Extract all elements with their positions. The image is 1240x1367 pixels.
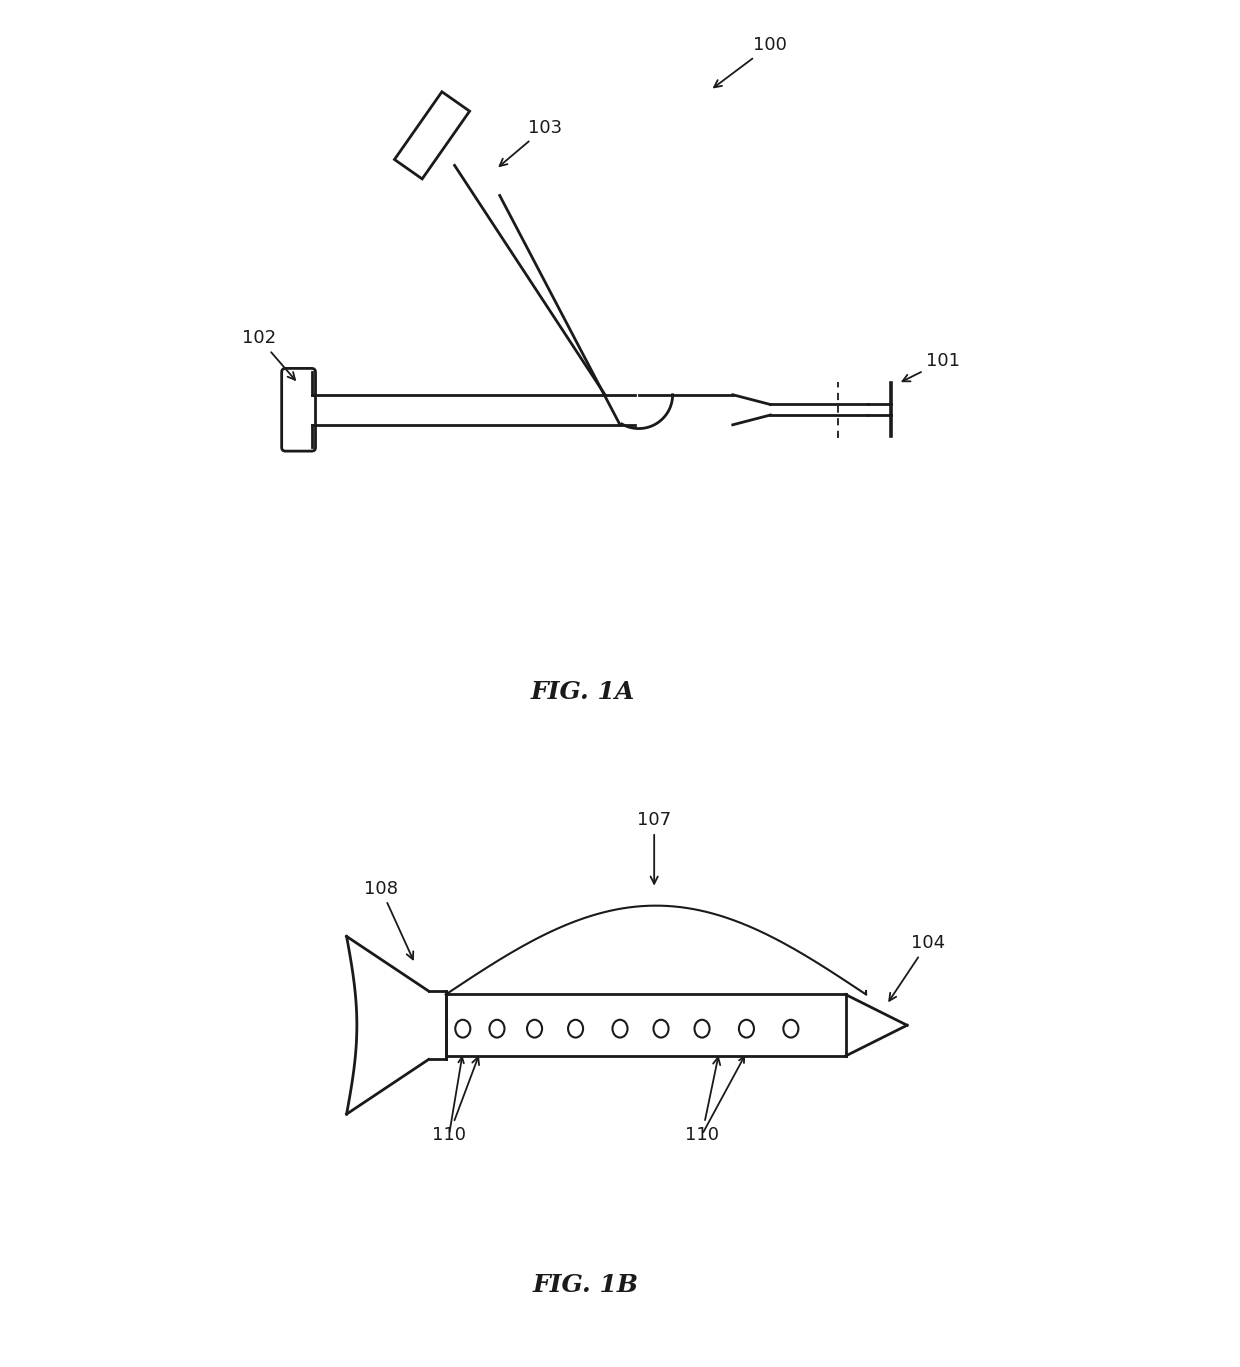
- Text: 110: 110: [432, 1057, 479, 1144]
- Text: 110: 110: [684, 1057, 720, 1144]
- Text: 102: 102: [242, 329, 295, 380]
- Text: 103: 103: [500, 119, 562, 165]
- Ellipse shape: [694, 1020, 709, 1038]
- Ellipse shape: [568, 1020, 583, 1038]
- Text: FIG. 1B: FIG. 1B: [533, 1273, 639, 1297]
- Text: FIG. 1A: FIG. 1A: [531, 679, 635, 704]
- Ellipse shape: [490, 1020, 505, 1038]
- Ellipse shape: [739, 1020, 754, 1038]
- Text: 101: 101: [903, 351, 960, 381]
- FancyBboxPatch shape: [281, 368, 315, 451]
- Text: 108: 108: [363, 879, 413, 960]
- Polygon shape: [394, 92, 470, 179]
- Text: 104: 104: [889, 934, 945, 1001]
- Text: 100: 100: [714, 36, 787, 87]
- Ellipse shape: [527, 1020, 542, 1038]
- Ellipse shape: [455, 1020, 470, 1038]
- Text: 107: 107: [637, 811, 671, 883]
- Ellipse shape: [653, 1020, 668, 1038]
- Ellipse shape: [784, 1020, 799, 1038]
- Ellipse shape: [613, 1020, 627, 1038]
